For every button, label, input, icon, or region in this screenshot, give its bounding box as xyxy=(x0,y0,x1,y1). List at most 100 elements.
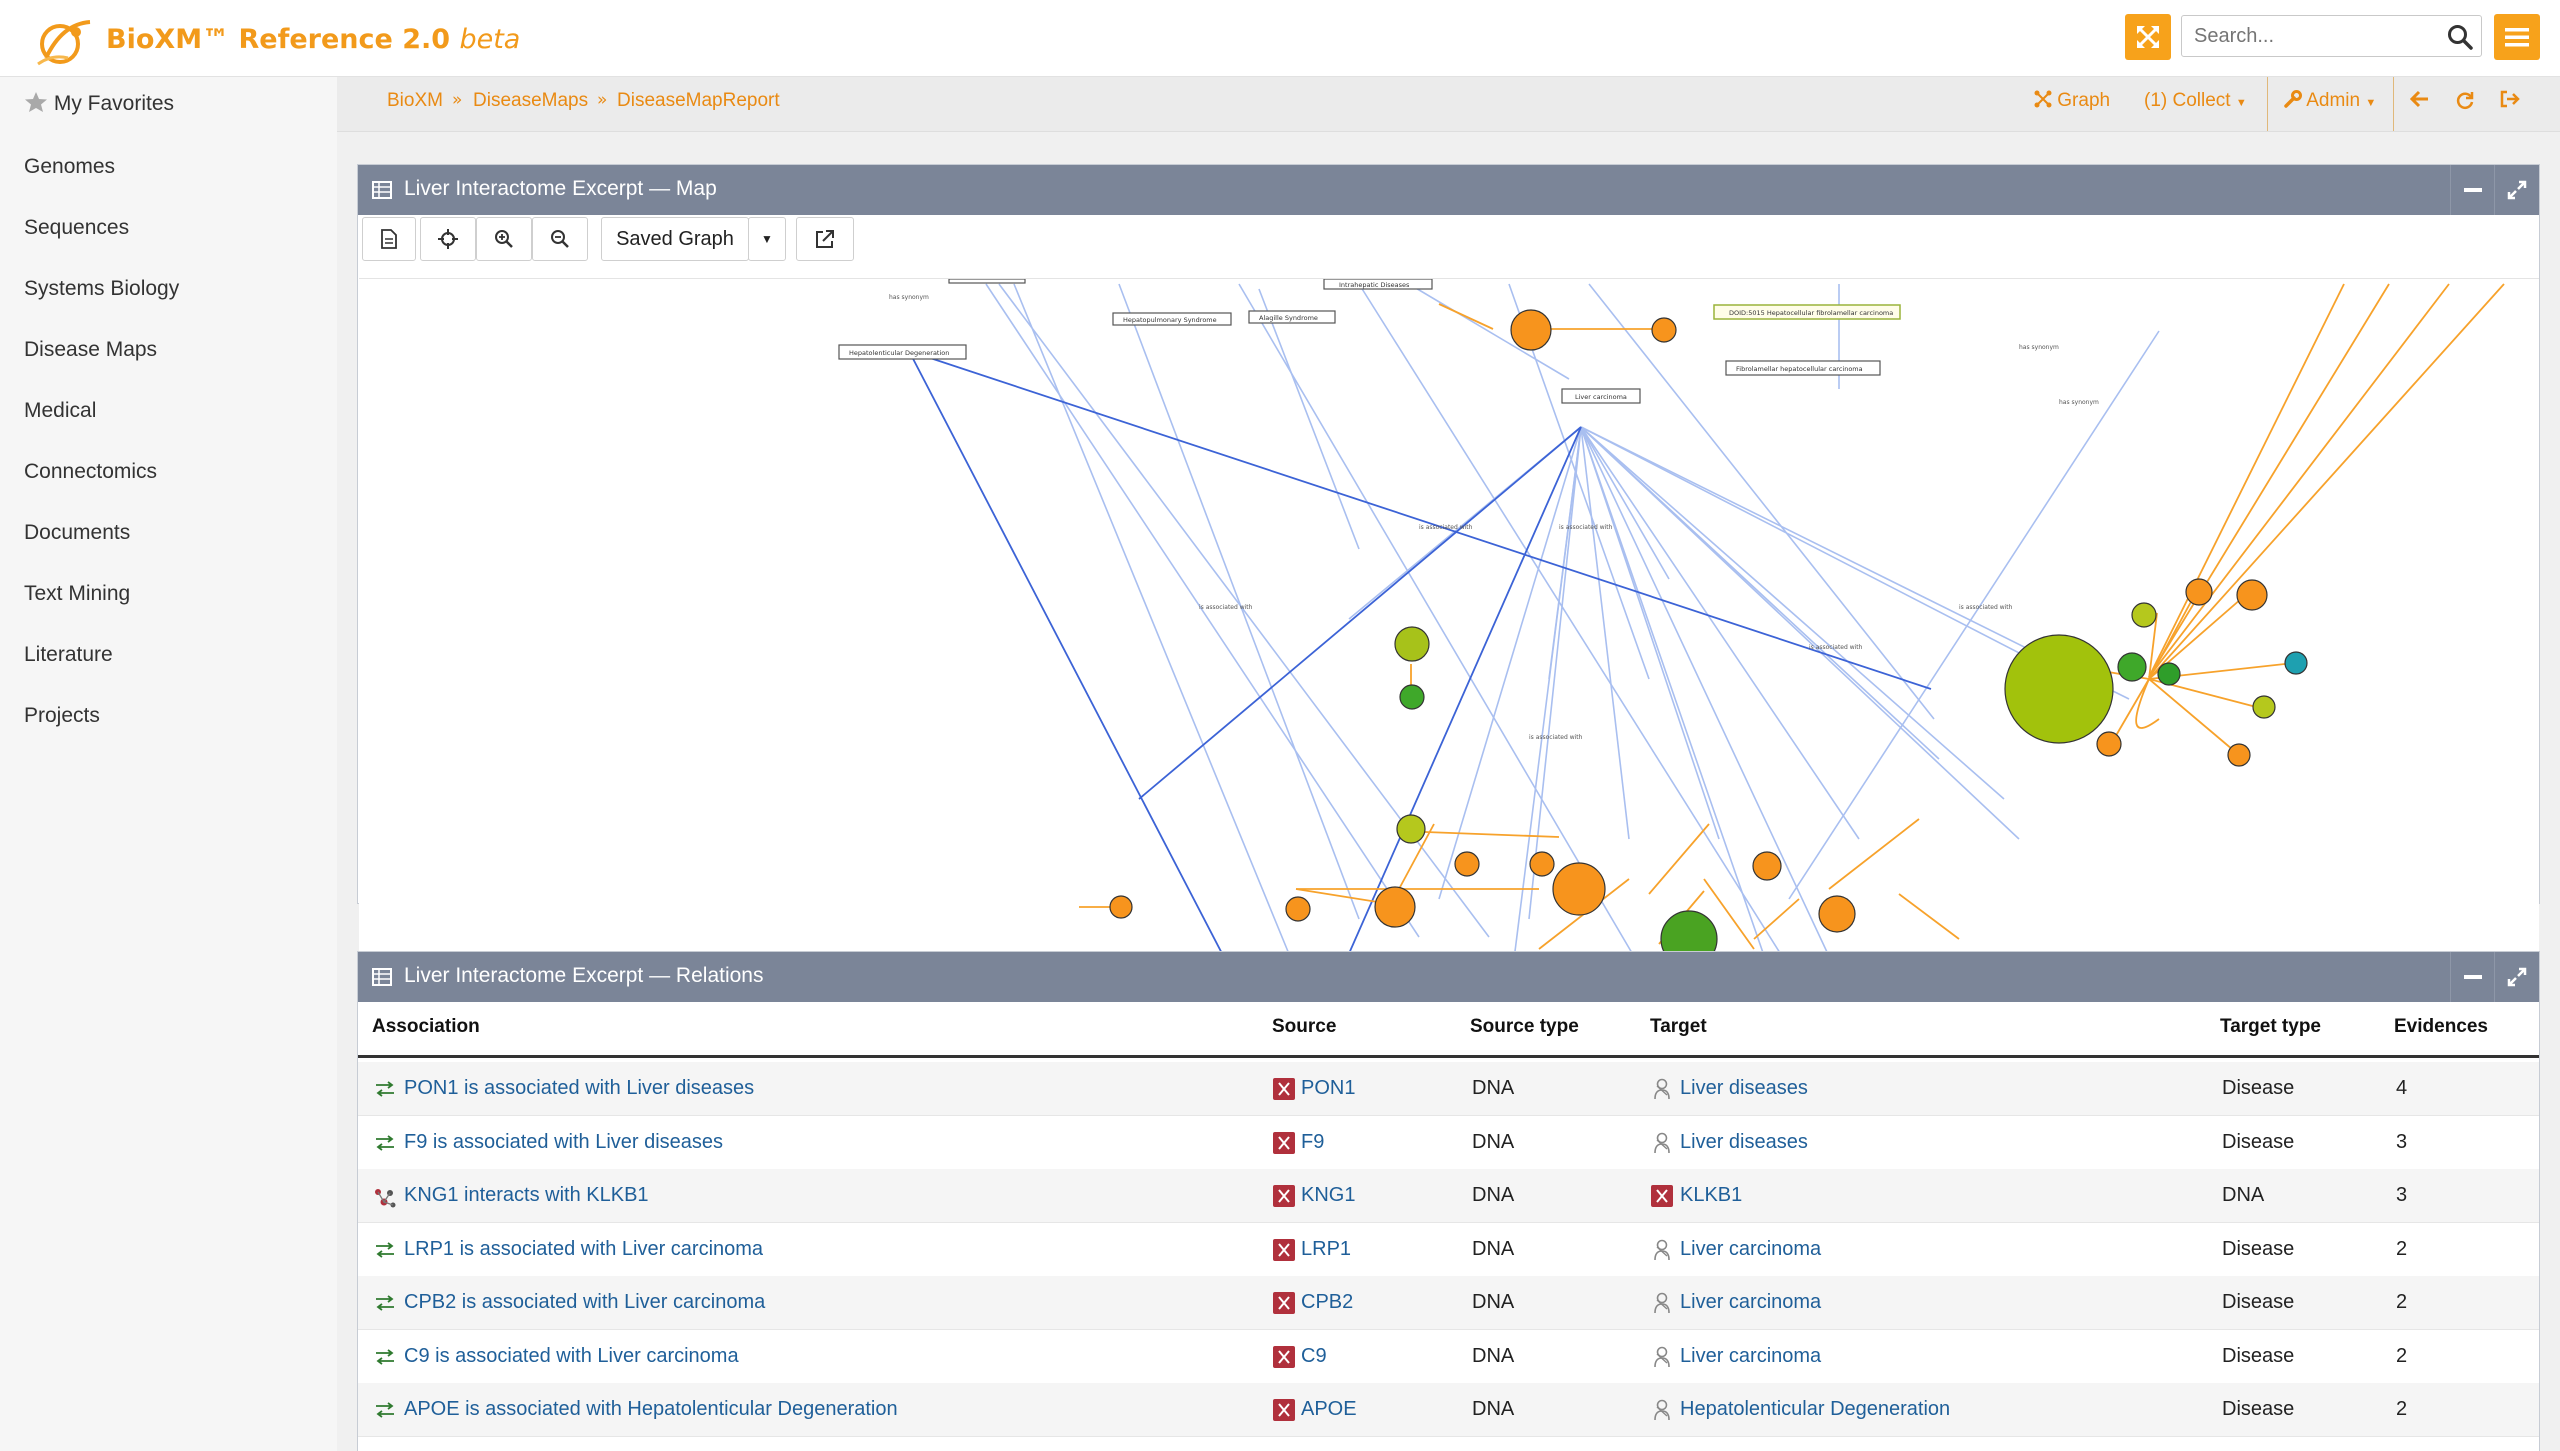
zoom-out-button[interactable] xyxy=(532,217,588,261)
association-link[interactable]: APOE is associated with Hepatolenticular… xyxy=(404,1398,898,1420)
breadcrumb-bioxm[interactable]: BioXM xyxy=(387,90,443,111)
table-row[interactable]: APOE is associated with Hepatolenticular… xyxy=(358,1383,2539,1437)
association-link[interactable]: LRP1 is associated with Liver carcinoma xyxy=(404,1237,764,1260)
graph-node[interactable] xyxy=(2227,743,2251,767)
export-document-button[interactable] xyxy=(362,217,416,261)
breadcrumb-diseasemaps[interactable]: DiseaseMaps xyxy=(473,90,589,111)
sidebar-item-disease-maps[interactable]: Disease Maps xyxy=(24,338,158,361)
table-row[interactable]: LRP1 is associated with Liver carcinoma L… xyxy=(358,1223,2539,1277)
column-header-target-type[interactable]: Target type xyxy=(2220,1016,2322,1037)
column-header-source-type[interactable]: Source type xyxy=(1470,1016,1579,1037)
graph-node[interactable] xyxy=(2185,578,2213,606)
main-menu-button[interactable] xyxy=(2494,14,2540,60)
network-graph-canvas[interactable]: is associated with is associated with is… xyxy=(359,278,2539,1067)
search-field[interactable] xyxy=(2181,15,2482,57)
association-link[interactable]: KNG1 interacts with KLKB1 xyxy=(404,1184,649,1206)
sidebar-item-projects[interactable]: Projects xyxy=(24,704,100,727)
graph-node[interactable] xyxy=(2096,731,2122,757)
sidebar-item-connectomics[interactable]: Connectomics xyxy=(24,460,158,483)
network-graph[interactable]: is associated with is associated with is… xyxy=(359,279,2539,1067)
graph-disease-box[interactable] xyxy=(1112,312,1232,326)
sidebar-item-favorites[interactable]: My Favorites xyxy=(24,91,174,116)
sidebar-item-systems-biology[interactable]: Systems Biology xyxy=(24,277,180,300)
table-row[interactable]: KNG1 interacts with KLKB1 KNG1 DNA KLKB1 DNA… xyxy=(358,1169,2539,1223)
zoom-in-button[interactable] xyxy=(476,217,532,261)
graph-node[interactable] xyxy=(2236,579,2268,611)
graph-disease-box[interactable] xyxy=(838,344,967,360)
graph-node[interactable] xyxy=(1818,895,1856,933)
table-row[interactable]: CPB2 is associated with Liver carcinoma C… xyxy=(358,1276,2539,1330)
minimize-button[interactable] xyxy=(2450,952,2495,1002)
graph-node[interactable] xyxy=(1394,626,1430,662)
graph-disease-box[interactable] xyxy=(948,279,1026,284)
graph-node[interactable] xyxy=(2284,651,2308,675)
search-icon[interactable] xyxy=(2447,24,2473,50)
graph-node[interactable] xyxy=(1399,684,1425,710)
target-link[interactable]: Liver diseases xyxy=(1680,1130,1808,1153)
graph-disease-box[interactable] xyxy=(1725,360,1881,376)
breadcrumb-diseasemapreport[interactable]: DiseaseMapReport xyxy=(617,90,780,111)
target-link[interactable]: Hepatolenticular Degeneration xyxy=(1680,1398,1951,1420)
collect-dropdown[interactable]: (1) Collect ▼ xyxy=(2144,90,2247,112)
source-link[interactable]: APOE xyxy=(1301,1398,1357,1420)
graph-node[interactable] xyxy=(1396,814,1426,844)
graph-node[interactable] xyxy=(1529,851,1555,877)
source-link[interactable]: F9 xyxy=(1301,1130,1325,1153)
graph-node[interactable] xyxy=(1651,317,1677,343)
center-graph-button[interactable] xyxy=(420,217,476,261)
app-title[interactable]: BioXM™ Reference 2.0 beta xyxy=(106,24,520,55)
column-header-source[interactable]: Source xyxy=(1272,1016,1337,1037)
graph-node[interactable] xyxy=(1752,851,1782,881)
sidebar-item-genomes[interactable]: Genomes xyxy=(24,155,116,178)
source-link[interactable]: PON1 xyxy=(1301,1077,1356,1099)
source-link[interactable]: C9 xyxy=(1301,1344,1327,1367)
graph-node[interactable] xyxy=(1374,886,1416,928)
minimize-button[interactable] xyxy=(2450,165,2495,215)
graph-node[interactable] xyxy=(1552,862,1606,916)
target-link[interactable]: Liver carcinoma xyxy=(1680,1237,1822,1260)
target-link[interactable]: KLKB1 xyxy=(1680,1184,1743,1206)
admin-dropdown[interactable]: Admin ▼ xyxy=(2284,90,2376,112)
graph-node[interactable] xyxy=(2004,634,2114,744)
target-link[interactable]: Liver diseases xyxy=(1680,1077,1808,1099)
search-input[interactable] xyxy=(2182,16,2446,56)
fullscreen-button[interactable] xyxy=(2125,14,2171,60)
table-row[interactable]: C9 is associated with Liver carcinoma C9 D… xyxy=(358,1330,2539,1384)
sidebar-item-sequences[interactable]: Sequences xyxy=(24,216,130,239)
graph-button[interactable]: Graph xyxy=(2034,90,2110,112)
saved-graph-button[interactable]: Saved Graph xyxy=(601,217,749,261)
sidebar-item-text-mining[interactable]: Text Mining xyxy=(24,582,131,605)
graph-node[interactable] xyxy=(2117,652,2147,682)
table-row[interactable]: F9 is associated with Liver diseases F9 DN… xyxy=(358,1116,2539,1170)
bioxm-logo-icon[interactable] xyxy=(32,14,98,70)
table-row[interactable]: PON1 is associated with Liver diseases PO… xyxy=(358,1062,2539,1116)
graph-node[interactable] xyxy=(2252,695,2276,719)
sidebar-item-medical[interactable]: Medical xyxy=(24,399,97,422)
association-link[interactable]: PON1 is associated with Liver diseases xyxy=(404,1077,755,1099)
column-header-evidences[interactable]: Evidences xyxy=(2394,1016,2488,1037)
open-external-button[interactable] xyxy=(796,217,854,261)
column-header-association[interactable]: Association xyxy=(372,1016,480,1037)
graph-node[interactable] xyxy=(1454,851,1480,877)
back-button[interactable] xyxy=(2409,90,2430,114)
source-link[interactable]: CPB2 xyxy=(1301,1291,1354,1313)
sidebar-item-documents[interactable]: Documents xyxy=(24,521,131,544)
graph-node[interactable] xyxy=(1510,309,1552,351)
graph-node[interactable] xyxy=(1109,895,1133,919)
graph-disease-box[interactable] xyxy=(1323,279,1433,290)
maximize-button[interactable] xyxy=(2494,952,2539,1002)
sidebar-item-literature[interactable]: Literature xyxy=(24,643,113,666)
association-link[interactable]: C9 is associated with Liver carcinoma xyxy=(404,1344,739,1367)
graph-node[interactable] xyxy=(1285,896,1311,922)
association-link[interactable]: F9 is associated with Liver diseases xyxy=(404,1130,724,1153)
refresh-button[interactable] xyxy=(2455,90,2475,116)
graph-node[interactable] xyxy=(2157,662,2181,686)
target-link[interactable]: Liver carcinoma xyxy=(1680,1344,1822,1367)
saved-graph-dropdown[interactable]: ▼ xyxy=(748,217,786,261)
association-link[interactable]: CPB2 is associated with Liver carcinoma xyxy=(404,1291,766,1313)
column-header-target[interactable]: Target xyxy=(1650,1016,1707,1037)
logout-button[interactable] xyxy=(2500,90,2520,114)
graph-disease-box[interactable] xyxy=(1248,310,1336,324)
source-link[interactable]: KNG1 xyxy=(1301,1184,1356,1206)
graph-disease-box[interactable] xyxy=(1561,388,1641,404)
